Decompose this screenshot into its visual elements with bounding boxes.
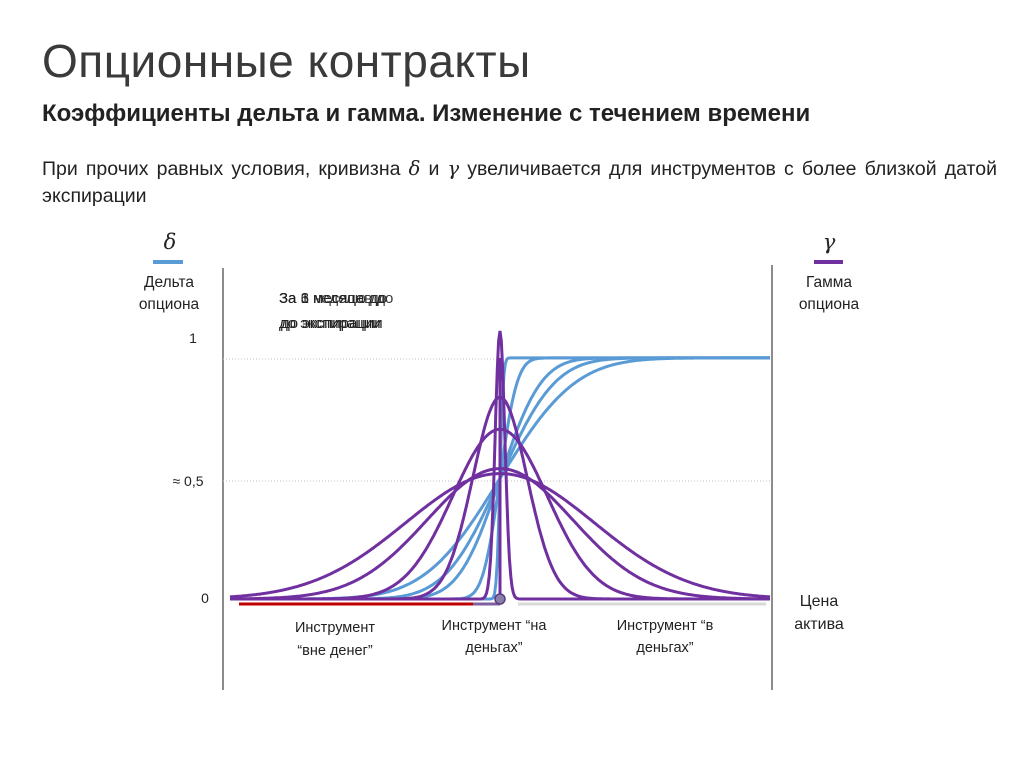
description-part3: увеличивается для инструментов с более б…: [42, 158, 997, 207]
curves-group: [229, 330, 771, 601]
delta-axis-label-line2: опциона: [139, 296, 200, 313]
delta-symbol-inline: δ: [408, 157, 421, 180]
legend-text-line2-a: до экспирации: [279, 315, 381, 332]
description-part2: и: [420, 158, 448, 180]
zone-out-label-line2: “вне денег”: [297, 643, 373, 659]
y-tick-zero: 0: [201, 590, 209, 606]
zone-at-label-line2: деньгах”: [465, 640, 522, 656]
legend-text-c: За 6 месяцев до: [279, 290, 393, 307]
legend-text-b: За 3 месяца до: [279, 290, 386, 307]
gamma-axis-label-line2: опциона: [799, 296, 860, 313]
x-axis-label-line2: актива: [794, 616, 844, 633]
y-tick-half: ≈ 0,5: [172, 473, 203, 489]
gamma-symbol-inline: γ: [447, 157, 460, 180]
y-tick-one: 1: [189, 330, 197, 346]
page-title: Опционные контракты: [42, 35, 531, 87]
delta-axis-symbol: δ: [164, 230, 177, 254]
gamma-axis-label-line1: Гамма: [806, 274, 852, 291]
description-part1: При прочих равных условия, кривизна: [42, 158, 409, 180]
description: При прочих равных условия, кривизна δ и …: [42, 155, 997, 210]
x-axis-label-line1: Цена: [800, 593, 839, 610]
zone-in-label-line2: деньгах”: [636, 640, 693, 656]
zone-out-label-line1: Инструмент: [295, 620, 375, 636]
strike-marker: [494, 593, 506, 605]
gamma-axis-symbol: γ: [823, 230, 836, 254]
zone-in-label-line1: Инструмент “в: [617, 618, 714, 634]
legend-text-a: За 1 неделю до: [279, 290, 387, 307]
zone-at-label-line1: Инструмент “на: [442, 618, 548, 634]
legend-text-line2-b: до экспирации: [281, 315, 383, 332]
page-subtitle: Коэффициенты дельта и гамма. Изменение с…: [42, 100, 811, 127]
delta-axis-label-line1: Дельта: [144, 274, 194, 291]
